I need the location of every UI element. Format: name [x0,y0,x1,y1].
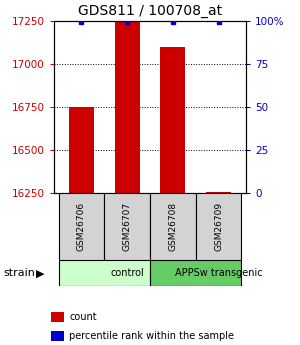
Text: strain: strain [3,268,35,278]
Bar [160,47,185,193]
Bar [69,107,94,193]
Text: control: control [110,268,144,278]
Text: GSM26708: GSM26708 [168,202,177,252]
Text: ▶: ▶ [36,268,45,278]
Bar [150,260,242,286]
Bar [150,193,196,260]
Title: GDS811 / 100708_at: GDS811 / 100708_at [78,4,222,18]
Bar [58,193,104,260]
Text: APPSw transgenic: APPSw transgenic [175,268,262,278]
Bar [58,260,150,286]
Text: GSM26707: GSM26707 [123,202,132,252]
Bar [206,192,231,193]
Text: percentile rank within the sample: percentile rank within the sample [69,331,234,341]
Text: GSM26709: GSM26709 [214,202,223,252]
Bar [115,21,140,193]
Bar [104,193,150,260]
Text: count: count [69,312,97,322]
Bar [196,193,242,260]
Text: GSM26706: GSM26706 [77,202,86,252]
